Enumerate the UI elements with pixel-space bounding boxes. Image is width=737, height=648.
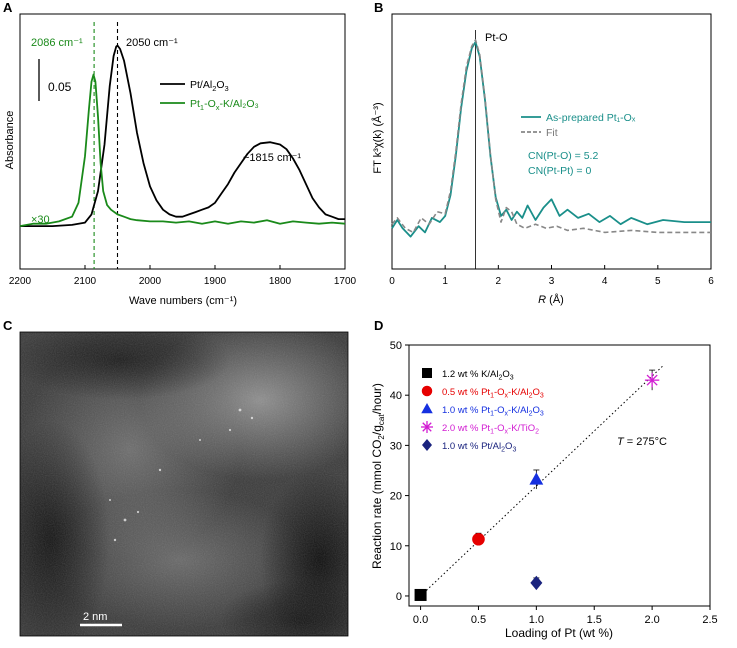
panel-d-xtick-label: 1.0 xyxy=(529,614,544,626)
panel-d-xtick-label: 2.5 xyxy=(702,614,717,626)
panel-b-legend: As-prepared Pt₁-Oₓ Fit xyxy=(521,112,636,139)
panel-a-xtick-label: 2000 xyxy=(139,276,162,287)
panel-c-letter: C xyxy=(3,318,13,333)
stem-image-frame xyxy=(19,331,349,637)
panel-d-legend-marker xyxy=(422,368,432,378)
panel-b: B 0 1 2 3 4 5 6 R (Å) FT k³χ(k) (Å⁻³) Pt-O As-… xyxy=(371,0,714,306)
panel-b-xtick-label: 5 xyxy=(655,276,661,287)
panel-a-xlabel: Wave numbers (cm⁻¹) xyxy=(129,295,237,307)
panel-d-fit-line xyxy=(420,364,665,597)
panel-a-ylabel: Absorbance xyxy=(4,111,16,170)
panel-d-letter: D xyxy=(374,318,383,333)
panel-a-xtick-label: 2200 xyxy=(9,276,32,287)
panel-b-xtick-label: 0 xyxy=(389,276,395,287)
panel-b-xlabel-unit: (Å) xyxy=(546,293,564,306)
panel-d-ticks: 0.0 0.5 1.0 1.5 2.0 2.5 0 10 20 30 40 50 xyxy=(390,340,718,626)
panel-a-xtick-label: 1800 xyxy=(269,276,292,287)
panel-b-series xyxy=(391,39,711,238)
panel-b-cn1: CN(Pt-O) = 5.2 xyxy=(528,150,598,162)
panel-b-peak-label: Pt-O xyxy=(485,32,508,44)
panel-d-xtick-label: 0.0 xyxy=(413,614,428,626)
stem-image xyxy=(20,332,348,636)
panel-a-legend-label: Pt1-Ox-K/Al₂O₃ xyxy=(190,98,259,112)
panel-a-vlines xyxy=(93,22,119,269)
panel-d-point xyxy=(644,372,660,388)
panel-d-point xyxy=(472,532,485,546)
panel-d-ytick-label: 20 xyxy=(390,491,402,503)
panel-d-legend: 1.2 wt % K/Al2O3 0.5 wt % Pt1-Ox-K/Al2O3 1… xyxy=(421,368,544,454)
panel-d-legend-label: 0.5 wt % Pt1-Ox-K/Al2O3 xyxy=(442,387,544,400)
panel-d-legend-label: 1.2 wt % K/Al2O3 xyxy=(442,369,514,382)
panel-a-letter: A xyxy=(3,0,13,15)
panel-d-legend-label: 2.0 wt % Pt1-Ox-K/TiO2 xyxy=(442,423,539,436)
panel-d-ytick-label: 10 xyxy=(390,541,402,553)
stem-scalebar-label: 2 nm xyxy=(83,611,107,623)
panel-a-series-line xyxy=(19,73,346,227)
panel-a-series-line xyxy=(20,44,345,227)
panel-b-ylabel: FT k³χ(k) (Å⁻³) xyxy=(371,102,384,173)
panel-a-xtick-label: 1700 xyxy=(334,276,357,287)
panel-d-xtick-label: 0.5 xyxy=(471,614,486,626)
panel-b-xtick-label: 6 xyxy=(708,276,714,287)
panel-a-xtick-label: 1900 xyxy=(204,276,227,287)
panel-d-legend-marker xyxy=(421,403,433,414)
panel-d-frame xyxy=(408,344,711,607)
panel-a: A 2200 2100 2000 1900 1800 1700 Wave numbers … xyxy=(3,0,357,307)
panel-d-xlabel: Loading of Pt (wt %) xyxy=(505,626,613,640)
panel-d-points xyxy=(414,369,660,601)
panel-a-scalebar-label: 0.05 xyxy=(48,80,72,94)
panel-d-legend-marker xyxy=(421,421,433,433)
panel-b-legend-label: As-prepared Pt₁-Oₓ xyxy=(546,112,636,124)
panel-d-ytick-label: 50 xyxy=(390,340,402,352)
panel-d-legend-marker xyxy=(421,385,433,397)
panel-c: C 2 nm xyxy=(3,318,349,637)
panel-a-legend: Pt/Al2O3 Pt1-Ox-K/Al₂O₃ xyxy=(160,79,259,112)
panel-d-temperature: T = 275°C xyxy=(617,436,667,448)
panel-d-legend-label: 1.0 wt % Pt/Al2O3 xyxy=(442,441,516,454)
panel-d: D 0.0 0.5 1.0 1.5 2.0 2.5 0 10 20 30 40 50 Loading … xyxy=(370,318,718,640)
panel-a-frame xyxy=(19,13,346,270)
panel-a-xtick-label: 2100 xyxy=(74,276,97,287)
panel-b-cn2: CN(Pt-Pt) = 0 xyxy=(528,165,591,177)
panel-b-xtick-label: 2 xyxy=(496,276,502,287)
panel-b-xtick-label: 3 xyxy=(549,276,555,287)
panel-a-legend-label: Pt/Al2O3 xyxy=(190,79,229,93)
panel-a-xticks: 2200 2100 2000 1900 1800 1700 xyxy=(9,265,357,287)
panel-d-legend-label: 1.0 wt % Pt1-Ox-K/Al2O3 xyxy=(442,405,544,418)
panel-b-frame xyxy=(391,13,712,270)
panel-d-point xyxy=(414,588,427,601)
panel-a-series xyxy=(19,44,346,227)
panel-d-ytick-label: 30 xyxy=(390,440,402,452)
panel-d-point xyxy=(529,472,544,485)
panel-d-xtick-label: 2.0 xyxy=(644,614,659,626)
panel-b-xtick-label: 1 xyxy=(442,276,448,287)
panel-b-series-line xyxy=(391,39,711,234)
panel-b-letter: B xyxy=(374,0,383,15)
panel-a-black-peak-label: 2050 cm⁻¹ xyxy=(126,37,178,49)
panel-b-xlabel: R (Å) xyxy=(538,293,564,306)
panel-b-xticks: 0 1 2 3 4 5 6 xyxy=(389,265,714,287)
panel-d-legend-marker xyxy=(422,439,432,451)
panel-b-xtick-label: 4 xyxy=(602,276,608,287)
panel-d-ylabel: Reaction rate (mmol CO2/gcat/hour) xyxy=(370,383,386,569)
panel-d-ytick-label: 0 xyxy=(396,591,402,603)
panel-b-legend-label: Fit xyxy=(546,127,558,139)
panel-a-green-peak-label: 2086 cm⁻¹ xyxy=(31,37,83,49)
panel-d-ytick-label: 40 xyxy=(390,390,402,402)
panel-a-scale-factor-label: ×30 xyxy=(31,214,50,226)
panel-d-xtick-label: 1.5 xyxy=(587,614,602,626)
panel-b-series-line xyxy=(391,41,711,238)
panel-d-point xyxy=(530,575,543,591)
panel-b-xlabel-symbol: R xyxy=(538,294,546,306)
panel-a-broad-peak-label: ~1815 cm⁻¹ xyxy=(243,152,301,164)
